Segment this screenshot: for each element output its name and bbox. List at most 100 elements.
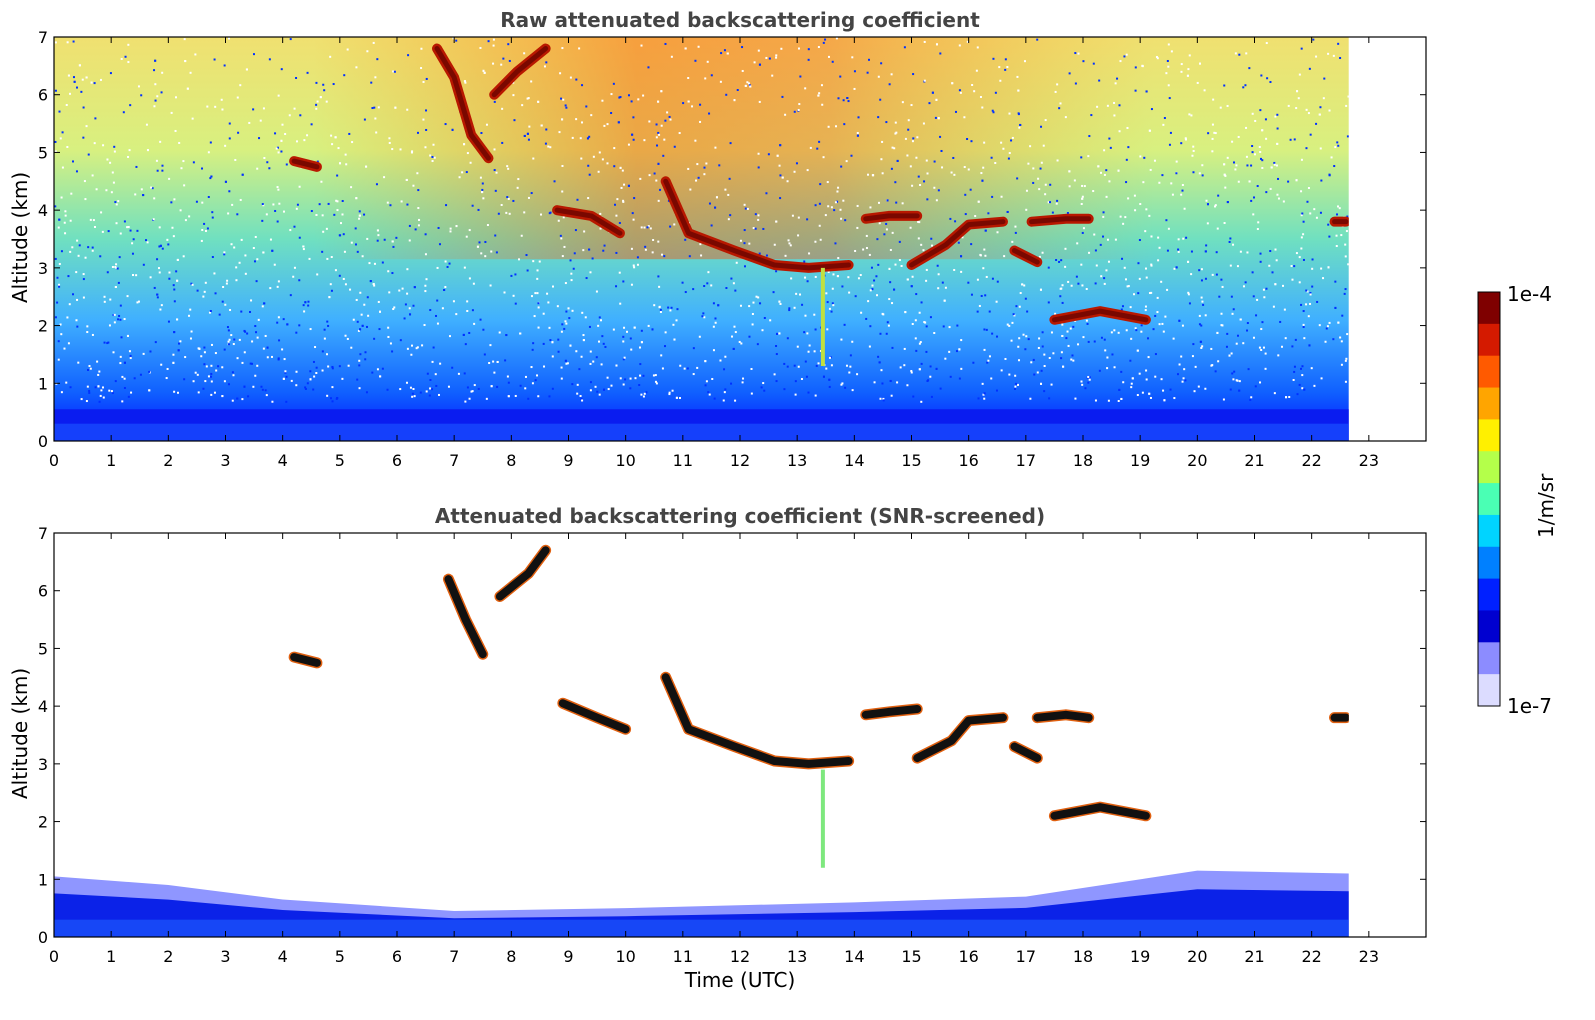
y-tick-label: 7 — [38, 524, 48, 543]
x-tick-label: 10 — [615, 451, 635, 470]
x-tick-label: 19 — [1130, 451, 1150, 470]
x-tick-label: 5 — [335, 451, 345, 470]
colorbar-segment — [1478, 483, 1500, 516]
cloud-layer — [913, 713, 1007, 763]
colorbar-min-label: 1e-7 — [1507, 694, 1552, 718]
panel2-title: Attenuated backscattering coefficient (S… — [434, 504, 1046, 528]
colorbar-segment — [1478, 578, 1500, 611]
x-tick-label: 11 — [673, 947, 693, 966]
colorbar-frame — [1477, 291, 1501, 707]
plot-area — [54, 37, 1349, 441]
cloud-core — [909, 219, 1006, 268]
x-tick-label: 4 — [278, 947, 288, 966]
x-tick-label: 16 — [958, 451, 978, 470]
x-tick-label: 18 — [1073, 451, 1093, 470]
cloud-core — [663, 178, 852, 271]
y-tick-label: 1 — [38, 870, 48, 889]
x-tick-label: 6 — [392, 451, 402, 470]
cloud-core — [863, 213, 920, 222]
y-tick-label: 6 — [38, 582, 48, 601]
y-tick-label: 5 — [38, 143, 48, 162]
x-tick-label: 20 — [1187, 947, 1207, 966]
x-tick-label: 13 — [787, 947, 807, 966]
x-tick-label: 8 — [506, 947, 516, 966]
x-tick-label: 23 — [1359, 947, 1379, 966]
x-tick-label: 1 — [106, 947, 116, 966]
cloud-layer — [444, 575, 487, 659]
x-tick-label: 16 — [958, 947, 978, 966]
cloud-layer — [1033, 710, 1093, 722]
x-tick-label: 10 — [615, 947, 635, 966]
colorbar-segment — [1478, 546, 1500, 580]
x-tick-label: 22 — [1301, 451, 1321, 470]
boundary-layer-core — [54, 423, 1349, 441]
x-tick-label: 17 — [1016, 451, 1036, 470]
cloud-layer — [290, 653, 321, 667]
x-tick-label: 9 — [563, 451, 573, 470]
signal-background-upper — [54, 37, 1349, 260]
x-tick-label: 23 — [1359, 451, 1379, 470]
x-tick-label: 0 — [49, 451, 59, 470]
colorbar-segment — [1478, 451, 1500, 484]
x-tick-label: 12 — [730, 947, 750, 966]
x-tick-label: 13 — [787, 451, 807, 470]
x-tick-label: 12 — [730, 451, 750, 470]
x-tick-label: 9 — [563, 947, 573, 966]
x-tick-label: 11 — [673, 451, 693, 470]
colorbar-segment — [1478, 674, 1500, 707]
x-tick-label: 20 — [1187, 451, 1207, 470]
colorbar-segment — [1478, 610, 1500, 643]
y-tick-label: 3 — [38, 755, 48, 774]
x-tick-label: 14 — [844, 451, 864, 470]
cloud-layer — [661, 673, 853, 768]
x-tick-label: 5 — [335, 947, 345, 966]
plot-area — [54, 544, 1349, 937]
cloud-core — [1051, 308, 1149, 323]
colorbar — [1477, 291, 1501, 707]
cloud-core — [554, 207, 623, 236]
x-tick-label: 7 — [449, 947, 459, 966]
cloud-core — [491, 46, 549, 98]
panel2-xlabel: Time (UTC) — [684, 968, 796, 992]
colorbar-segment — [1478, 323, 1500, 357]
x-tick-label: 21 — [1244, 451, 1264, 470]
cloud-layer — [1050, 803, 1150, 820]
y-tick-label: 0 — [38, 928, 48, 947]
cloud-layer — [1010, 742, 1042, 763]
x-tick-label: 2 — [163, 947, 173, 966]
colorbar-segment — [1478, 419, 1500, 452]
x-tick-label: 7 — [449, 451, 459, 470]
x-tick-label: 18 — [1073, 947, 1093, 966]
cloud-core — [1029, 216, 1092, 225]
cloud-layer — [558, 699, 630, 734]
x-tick-label: 6 — [392, 947, 402, 966]
y-tick-label: 2 — [38, 317, 48, 336]
x-tick-label: 22 — [1301, 947, 1321, 966]
colorbar-segment — [1478, 642, 1500, 675]
colorbar-unit-label: 1/m/sr — [1534, 473, 1558, 538]
y-tick-label: 1 — [38, 374, 48, 393]
noise-speckle — [54, 37, 1349, 403]
x-tick-label: 14 — [844, 947, 864, 966]
y-tick-label: 5 — [38, 639, 48, 658]
colorbar-segment — [1478, 387, 1500, 420]
x-tick-label: 17 — [1016, 947, 1036, 966]
y-tick-label: 6 — [38, 86, 48, 105]
x-tick-label: 15 — [901, 451, 921, 470]
y-tick-label: 7 — [38, 28, 48, 47]
x-tick-label: 4 — [278, 451, 288, 470]
cloud-core — [291, 158, 320, 170]
y-tick-label: 4 — [38, 697, 48, 716]
cloud-layer — [495, 546, 550, 601]
x-tick-label: 8 — [506, 451, 516, 470]
y-tick-label: 3 — [38, 259, 48, 278]
y-tick-label: 4 — [38, 201, 48, 220]
colorbar-segment — [1478, 292, 1500, 325]
x-tick-label: 21 — [1244, 947, 1264, 966]
colorbar-segment — [1478, 514, 1500, 548]
x-tick-label: 19 — [1130, 947, 1150, 966]
colorbar-max-label: 1e-4 — [1507, 282, 1552, 306]
x-tick-label: 0 — [49, 947, 59, 966]
